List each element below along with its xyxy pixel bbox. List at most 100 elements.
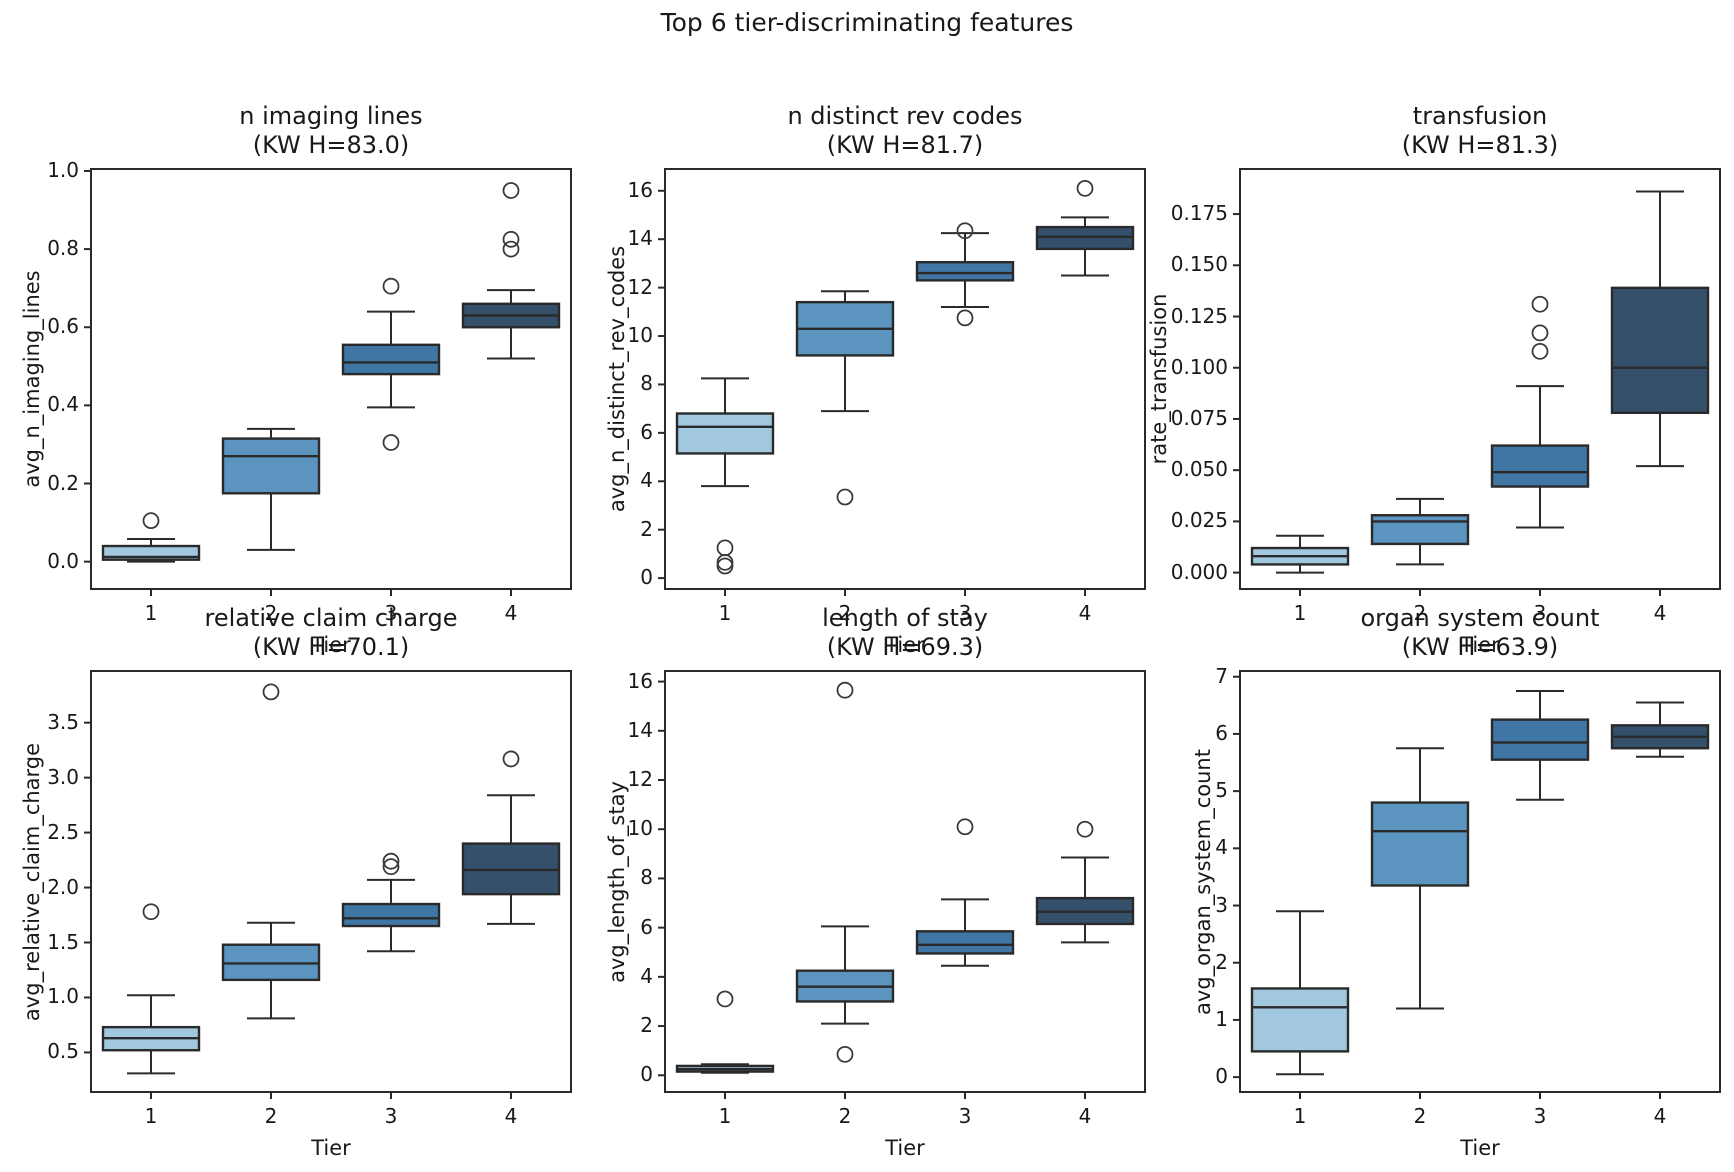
outlier-point (142, 512, 160, 530)
subplot-3-graphics (1233, 168, 1721, 596)
figure-title: Top 6 tier-discriminating features (660, 8, 1074, 37)
outlier-point (382, 277, 400, 295)
outlier-point (502, 750, 520, 768)
subplot-5-title: length of stay (822, 604, 988, 632)
subplot-4-xtick-1: 1 (144, 1104, 158, 1128)
box-tier-3 (915, 930, 1015, 955)
subplot-1-xtick-3: 3 (384, 601, 398, 625)
subplot-5-xtick-4: 4 (1078, 1104, 1092, 1128)
outlier-point (382, 858, 400, 876)
subplot-1-xtick-1: 1 (144, 601, 158, 625)
axes-frame (664, 670, 1146, 1093)
outlier-point (836, 1045, 854, 1063)
subplot-3-ytick-0.125: 0.125 (1170, 303, 1228, 328)
subplot-2-ytick-10: 10 (627, 323, 653, 348)
subplot-5-xtick-3: 3 (958, 1104, 972, 1128)
subplot-1-ytick-0.8: 0.8 (47, 236, 79, 261)
subplot-2-xlabel: Tier (885, 633, 925, 657)
subplot-5-ytick-14: 14 (627, 717, 653, 742)
subplot-3-ytick-0.050: 0.050 (1170, 457, 1228, 482)
box-tier-4 (1035, 225, 1135, 251)
subplot-6-title: organ system count (1360, 604, 1600, 632)
subplot-2-ytick-4: 4 (640, 468, 653, 493)
subplot-3-xtick-2: 2 (1413, 601, 1427, 625)
subplot-1-ytick-0.6: 0.6 (47, 314, 79, 339)
subplot-5-xtick-1: 1 (718, 1104, 732, 1128)
outlier-point (956, 222, 974, 240)
subplot-4-ytick-1.0: 1.0 (47, 984, 79, 1009)
outlier-point (1076, 179, 1094, 197)
subplot-2-ytick-14: 14 (627, 226, 653, 251)
outlier-point (956, 309, 974, 327)
subplot-4-xlabel: Tier (311, 1136, 351, 1160)
subplot-6-ytick-2: 2 (1215, 949, 1228, 974)
subplot-1-ylabel: avg_n_imaging_lines (19, 270, 44, 488)
subplot-1-xtick-4: 4 (504, 601, 518, 625)
subplot-1-title: n imaging lines (239, 102, 423, 130)
subplot-6-ytick-6: 6 (1215, 720, 1228, 745)
subplot-4-title: relative claim charge (204, 604, 458, 632)
axes-frame (90, 168, 572, 590)
outlier-point (716, 990, 734, 1008)
subplot-1-subtitle: (KW H=83.0) (252, 131, 410, 159)
subplot-6-subtitle: (KW H=63.9) (1401, 633, 1559, 661)
subplot-2-subtitle: (KW H=81.7) (826, 131, 984, 159)
subplot-5-xlabel: Tier (885, 1136, 925, 1160)
outlier-point (1076, 820, 1094, 838)
subplot-3-xtick-3: 3 (1533, 601, 1547, 625)
subplot-6-ytick-1: 1 (1215, 1006, 1228, 1031)
subplot-4-ytick-1.5: 1.5 (47, 929, 79, 954)
subplot-2-xtick-4: 4 (1078, 601, 1092, 625)
outlier-point (1531, 295, 1549, 313)
outlier-point (142, 903, 160, 921)
subplot-4-graphics (84, 670, 572, 1099)
subplot-3-ytick-0.000: 0.000 (1170, 559, 1228, 584)
subplot-3-ytick-0.150: 0.150 (1170, 252, 1228, 277)
subplot-2-ytick-0: 0 (640, 565, 653, 590)
box-tier-1 (675, 412, 775, 455)
subplot-5-ytick-6: 6 (640, 914, 653, 939)
outlier-point (716, 539, 734, 557)
subplot-6-ytick-5: 5 (1215, 778, 1228, 803)
subplot-2-xtick-3: 3 (958, 601, 972, 625)
subplot-3-title: transfusion (1412, 102, 1548, 130)
outlier-point (1531, 342, 1549, 360)
subplot-5-ytick-10: 10 (627, 816, 653, 841)
subplot-5-ytick-8: 8 (640, 865, 653, 890)
subplot-5-ytick-12: 12 (627, 767, 653, 791)
box-tier-3 (1490, 444, 1590, 488)
box-tier-4 (1610, 286, 1710, 415)
subplot-1-ytick-1.0: 1.0 (47, 157, 79, 182)
subplot-2-ytick-12: 12 (627, 274, 653, 299)
subplot-5-ylabel: avg_length_of_stay (604, 780, 629, 983)
outlier-point (502, 240, 520, 258)
subplot-6-ytick-0: 0 (1215, 1064, 1228, 1089)
subplot-2-xtick-2: 2 (838, 601, 852, 625)
outlier-point (1531, 324, 1549, 342)
subplot-5-graphics (658, 670, 1146, 1099)
box-tier-2 (1370, 801, 1470, 887)
box-tier-2 (221, 437, 321, 495)
subplot-6-ytick-7: 7 (1215, 663, 1228, 688)
subplot-2-ytick-2: 2 (640, 516, 653, 541)
subplot-4-ytick-3.0: 3.0 (47, 764, 79, 789)
subplot-5-ytick-0: 0 (640, 1062, 653, 1087)
subplot-1-ytick-0.0: 0.0 (47, 548, 79, 573)
outlier-point (716, 557, 734, 575)
subplot-3-xtick-1: 1 (1293, 601, 1307, 625)
subplot-3-ytick-0.175: 0.175 (1170, 201, 1228, 226)
subplot-6-graphics (1233, 670, 1721, 1099)
subplot-6-xtick-1: 1 (1293, 1104, 1307, 1128)
subplot-6-xtick-4: 4 (1653, 1104, 1667, 1128)
subplot-5-xtick-2: 2 (838, 1104, 852, 1128)
subplot-6-xtick-2: 2 (1413, 1104, 1427, 1128)
subplot-2-ylabel: avg_n_distinct_rev_codes (604, 245, 629, 513)
outlier-point (502, 182, 520, 199)
subplot-5-subtitle: (KW H=69.3) (826, 633, 984, 661)
subplot-2-title: n distinct rev codes (787, 102, 1023, 130)
subplot-3-ytick-0.100: 0.100 (1170, 354, 1228, 379)
subplot-2-ytick-16: 16 (627, 177, 653, 202)
outlier-point (382, 434, 400, 451)
